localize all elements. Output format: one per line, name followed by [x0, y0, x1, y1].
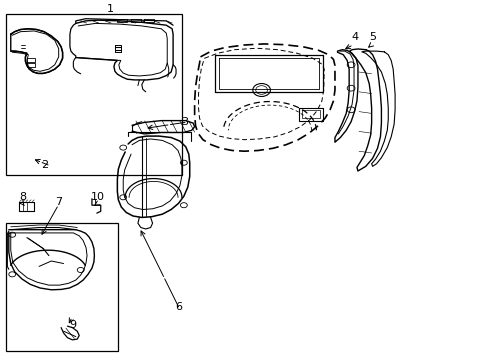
Text: 6: 6 [175, 302, 182, 312]
Text: 7: 7 [55, 197, 62, 207]
Text: 2: 2 [41, 160, 48, 170]
Text: 1: 1 [106, 4, 113, 14]
Text: 8: 8 [19, 192, 26, 202]
Text: 10: 10 [91, 192, 104, 202]
Text: 5: 5 [368, 32, 375, 42]
Text: 3: 3 [181, 117, 188, 127]
Bar [6, 14, 182, 175]
Bar [6, 223, 118, 351]
Text: 9: 9 [69, 320, 76, 330]
Text: 4: 4 [351, 32, 358, 42]
